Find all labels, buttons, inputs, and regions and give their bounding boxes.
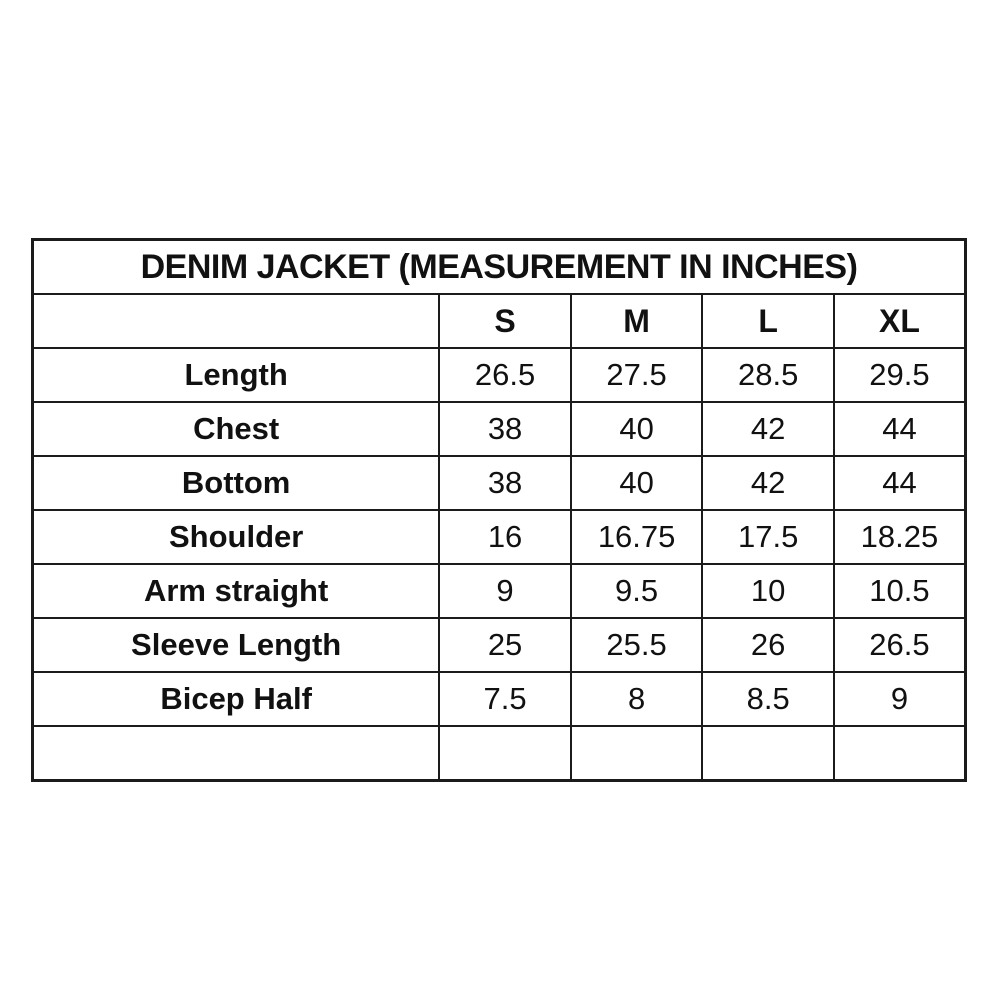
measurement-value: 27.5: [569, 347, 704, 403]
measurement-value: 26.5: [832, 617, 967, 673]
measurement-value: 9: [832, 671, 967, 727]
measurement-value: 10.5: [832, 563, 967, 619]
measurement-value: [701, 725, 835, 782]
measurement-label: Shoulder: [31, 509, 441, 565]
measurement-value: 28.5: [701, 347, 835, 403]
measurement-value: 26: [701, 617, 835, 673]
size-column-header-empty: [31, 293, 441, 349]
size-column-header-l: L: [701, 293, 835, 349]
measurement-value: 18.25: [832, 509, 967, 565]
measurement-value: 16: [438, 509, 572, 565]
size-column-header-xl: XL: [832, 293, 967, 349]
measurement-value: 17.5: [701, 509, 835, 565]
measurement-value: 40: [569, 455, 704, 511]
measurement-value: 38: [438, 455, 572, 511]
table-row: Length 26.5 27.5 28.5 29.5: [31, 347, 967, 403]
measurement-value: 7.5: [438, 671, 572, 727]
measurement-value: [438, 725, 572, 782]
measurement-label: Length: [31, 347, 441, 403]
measurement-value: 44: [832, 401, 967, 457]
table-row: Bicep Half 7.5 8 8.5 9: [31, 671, 967, 727]
measurement-value: 40: [569, 401, 704, 457]
measurement-value: 10: [701, 563, 835, 619]
measurement-label: Bicep Half: [31, 671, 441, 727]
measurement-value: 38: [438, 401, 572, 457]
size-column-header-s: S: [438, 293, 572, 349]
measurement-value: 42: [701, 401, 835, 457]
measurement-value: 42: [701, 455, 835, 511]
table-row: Chest 38 40 42 44: [31, 401, 967, 457]
size-column-header-m: M: [569, 293, 704, 349]
measurement-value: [832, 725, 967, 782]
measurement-value: 25.5: [569, 617, 704, 673]
measurement-value: 9.5: [569, 563, 704, 619]
measurement-value: 26.5: [438, 347, 572, 403]
measurement-label: Chest: [31, 401, 441, 457]
measurement-value: 25: [438, 617, 572, 673]
measurement-label: Bottom: [31, 455, 441, 511]
table-header-row: S M L XL: [31, 293, 967, 349]
measurement-value: 44: [832, 455, 967, 511]
table-row: Shoulder 16 16.75 17.5 18.25: [31, 509, 967, 565]
table-row: Bottom 38 40 42 44: [31, 455, 967, 511]
table-title: DENIM JACKET (MEASUREMENT IN INCHES): [31, 238, 967, 295]
table-row: Sleeve Length 25 25.5 26 26.5: [31, 617, 967, 673]
measurement-value: 16.75: [569, 509, 704, 565]
measurement-value: 8.5: [701, 671, 835, 727]
measurement-value: 9: [438, 563, 572, 619]
table-title-row: DENIM JACKET (MEASUREMENT IN INCHES): [31, 238, 967, 295]
measurement-value: 29.5: [832, 347, 967, 403]
table-row: Arm straight 9 9.5 10 10.5: [31, 563, 967, 619]
measurement-label: Arm straight: [31, 563, 441, 619]
table-row-empty: [31, 725, 967, 782]
measurement-label: [31, 725, 441, 782]
measurement-value: 8: [569, 671, 704, 727]
measurement-label: Sleeve Length: [31, 617, 441, 673]
measurement-value: [569, 725, 704, 782]
